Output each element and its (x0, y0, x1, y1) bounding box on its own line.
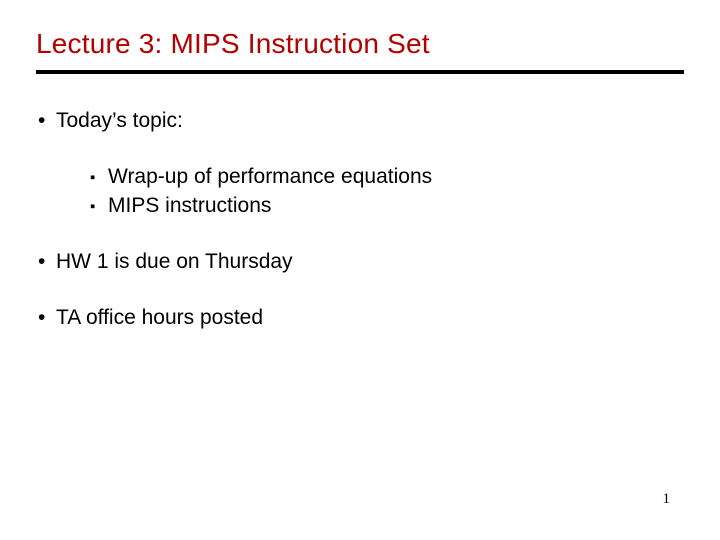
sub-bullet-glyph: ▪ (90, 198, 108, 217)
sub-bullet-item: ▪ Wrap-up of performance equations (90, 164, 684, 190)
bullet-item: • TA office hours posted (38, 305, 684, 331)
slide-title: Lecture 3: MIPS Instruction Set (36, 28, 684, 60)
bullet-glyph: • (38, 305, 56, 331)
page-number: 1 (663, 491, 671, 508)
bullet-text: TA office hours posted (56, 305, 263, 331)
bullet-text: Today’s topic: (56, 108, 183, 134)
bullet-item: • Today’s topic: ▪ Wrap-up of performanc… (38, 108, 684, 219)
bullet-item: • HW 1 is due on Thursday (38, 249, 684, 275)
bullet-glyph: • (38, 249, 56, 275)
slide-body: • Today’s topic: ▪ Wrap-up of performanc… (36, 74, 684, 331)
sub-bullet-glyph: ▪ (90, 169, 108, 188)
bullet-text: HW 1 is due on Thursday (56, 249, 293, 275)
sub-bullet-text: Wrap-up of performance equations (108, 164, 432, 190)
sub-list: ▪ Wrap-up of performance equations ▪ MIP… (38, 164, 684, 219)
slide: Lecture 3: MIPS Instruction Set • Today’… (0, 0, 720, 540)
bullet-glyph: • (38, 108, 56, 134)
sub-bullet-text: MIPS instructions (108, 193, 271, 219)
sub-bullet-item: ▪ MIPS instructions (90, 193, 684, 219)
